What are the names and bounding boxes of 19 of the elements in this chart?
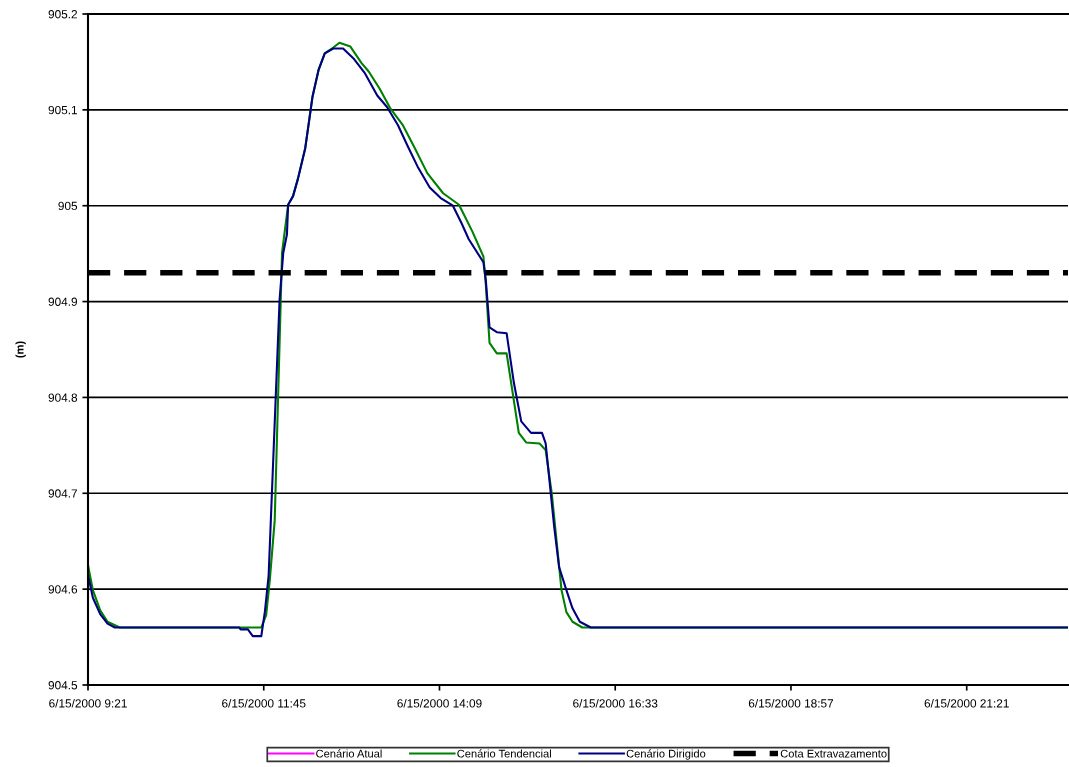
y-tick-label: 905.2 (48, 10, 77, 19)
x-tick-label: 6/15/2000 18:57 (748, 698, 834, 708)
y-tick-label: 904.5 (48, 681, 78, 690)
y-axis-title: (m) (15, 341, 26, 358)
x-tick-label: 6/15/2000 21:21 (924, 698, 1009, 708)
x-tick-label: 6/15/2000 11:45 (222, 698, 306, 708)
y-tick-label: 904.9 (48, 297, 78, 306)
y-tick-label: 904.8 (48, 393, 78, 402)
y-tick-label: 904.6 (48, 585, 78, 594)
y-tick-label: 904.7 (48, 489, 77, 498)
y-tick-label: 905 (58, 201, 78, 211)
legend-label: Cenário Dirigido (626, 749, 706, 760)
legend-label: Cota Extravazamento (780, 749, 887, 758)
x-tick-label: 6/15/2000 14:09 (397, 698, 482, 708)
y-tick-label: 905.1 (48, 105, 78, 115)
legend-label: Cenário Atual (316, 749, 382, 758)
legend-label: Cenário Tendencial (457, 749, 551, 758)
x-tick-label: 6/15/2000 9:21 (49, 698, 127, 708)
x-tick-label: 6/15/2000 16:33 (573, 698, 658, 708)
